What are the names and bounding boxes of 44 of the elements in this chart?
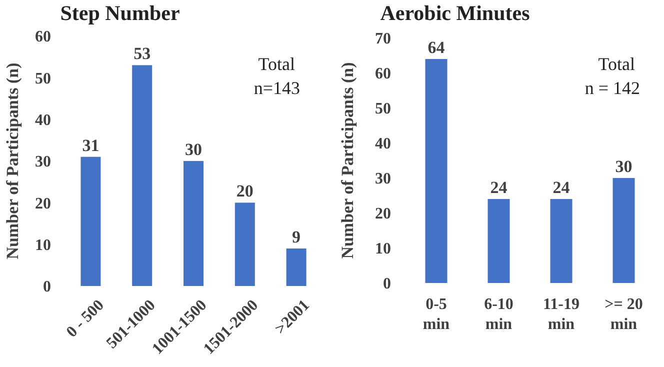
- y-tick-label: 60: [35, 28, 51, 46]
- y-tick-label: 0: [383, 276, 391, 293]
- x-tick-label: 0-5 min: [422, 296, 450, 333]
- chart-title: Step Number: [60, 1, 180, 25]
- y-tick-label: 40: [375, 136, 391, 153]
- y-axis-title: Number of Participants (n): [338, 62, 357, 259]
- bar: [234, 202, 255, 286]
- bar: [286, 248, 306, 286]
- bar: [612, 178, 635, 283]
- x-tick-label: 11-19 min: [543, 296, 580, 333]
- y-tick-label: 20: [375, 206, 391, 223]
- data-label: 30: [615, 157, 632, 176]
- bar: [80, 156, 101, 286]
- bar: [488, 199, 510, 283]
- y-tick-label: 20: [35, 195, 51, 212]
- data-label: 24: [552, 178, 570, 197]
- data-label: 64: [428, 38, 446, 57]
- y-tick-label: 40: [35, 112, 51, 129]
- y-tick-label: 30: [35, 154, 51, 171]
- x-tick-label: 0 - 500: [63, 296, 108, 341]
- data-label: 31: [82, 136, 100, 155]
- y-tick-label: 10: [375, 240, 391, 258]
- data-label: 24: [490, 178, 508, 197]
- x-tick-label: >= 20 min: [604, 296, 643, 333]
- bar: [184, 161, 204, 286]
- annotation: Total n=143: [254, 54, 300, 98]
- bar: [550, 199, 572, 283]
- y-tick-label: 60: [375, 66, 391, 83]
- chart-title: Aerobic Minutes: [380, 1, 530, 25]
- y-tick-label: 50: [35, 70, 51, 88]
- y-tick-label: 50: [375, 100, 391, 118]
- annotation: Total n = 142: [584, 54, 640, 98]
- y-tick-label: 30: [375, 170, 391, 188]
- data-label: 9: [292, 228, 301, 246]
- bar: [425, 59, 448, 283]
- y-axis-title: Number of Participants (n): [3, 62, 22, 260]
- data-label: 30: [185, 140, 202, 159]
- bar: [132, 65, 152, 286]
- y-tick-label: 0: [43, 278, 51, 296]
- data-label: 20: [236, 182, 254, 201]
- data-label: 53: [134, 44, 151, 64]
- y-tick-label: 70: [375, 30, 391, 48]
- x-tick-label: 6-10 min: [484, 296, 514, 333]
- y-tick-label: 10: [35, 236, 51, 254]
